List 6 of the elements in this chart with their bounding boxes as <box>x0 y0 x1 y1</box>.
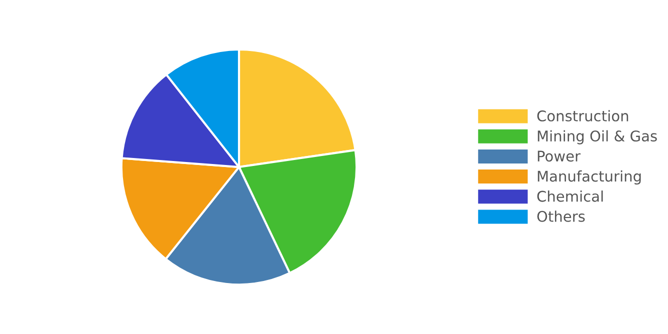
legend-label: Manufacturing <box>538 170 641 185</box>
legend-label: Power <box>538 150 581 162</box>
legend-label: Others <box>537 210 585 222</box>
legend-label: Construction <box>537 110 628 122</box>
legend-label: Chemical <box>537 190 603 202</box>
legend-label: Mining Oil & Gas <box>538 130 657 144</box>
